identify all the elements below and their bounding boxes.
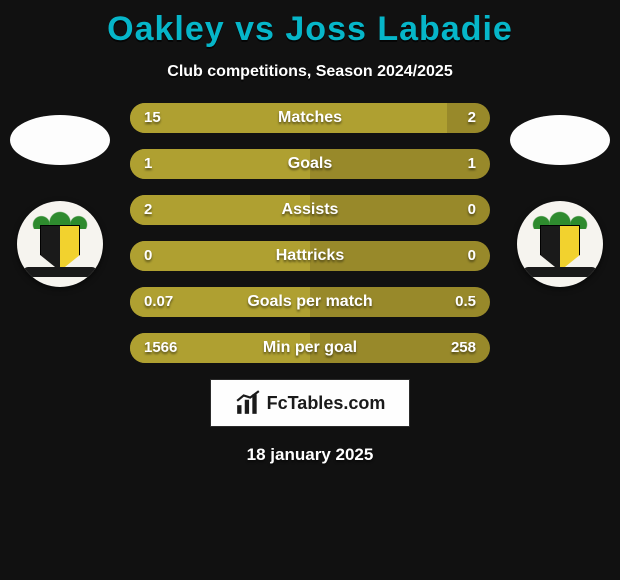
stat-row: 2Assists0: [130, 195, 490, 225]
player-right-photo: [510, 115, 610, 165]
stat-value-right: 2: [468, 103, 476, 133]
player-right: [510, 115, 610, 287]
player-left-photo: [10, 115, 110, 165]
stat-label: Matches: [130, 103, 490, 133]
stat-label: Hattricks: [130, 241, 490, 271]
player-left: [10, 115, 110, 287]
stat-value-right: 1: [468, 149, 476, 179]
stat-value-right: 0: [468, 241, 476, 271]
player-left-club-badge: [17, 201, 103, 287]
stat-row: 0.07Goals per match0.5: [130, 287, 490, 317]
stats-container: 15Matches21Goals12Assists00Hattricks00.0…: [130, 103, 490, 363]
stat-row: 15Matches2: [130, 103, 490, 133]
brand-badge[interactable]: FcTables.com: [210, 379, 410, 427]
page-title: Oakley vs Joss Labadie: [0, 0, 620, 49]
stat-row: 1566Min per goal258: [130, 333, 490, 363]
stat-row: 0Hattricks0: [130, 241, 490, 271]
date-label: 18 january 2025: [0, 445, 620, 465]
stat-label: Goals per match: [130, 287, 490, 317]
brand-label: FcTables.com: [267, 393, 386, 414]
stat-value-right: 0: [468, 195, 476, 225]
subtitle: Club competitions, Season 2024/2025: [0, 63, 620, 81]
chart-icon: [235, 390, 261, 416]
stat-value-right: 0.5: [455, 287, 476, 317]
stat-label: Min per goal: [130, 333, 490, 363]
stat-label: Goals: [130, 149, 490, 179]
stat-value-right: 258: [451, 333, 476, 363]
stat-row: 1Goals1: [130, 149, 490, 179]
stat-label: Assists: [130, 195, 490, 225]
player-right-club-badge: [517, 201, 603, 287]
